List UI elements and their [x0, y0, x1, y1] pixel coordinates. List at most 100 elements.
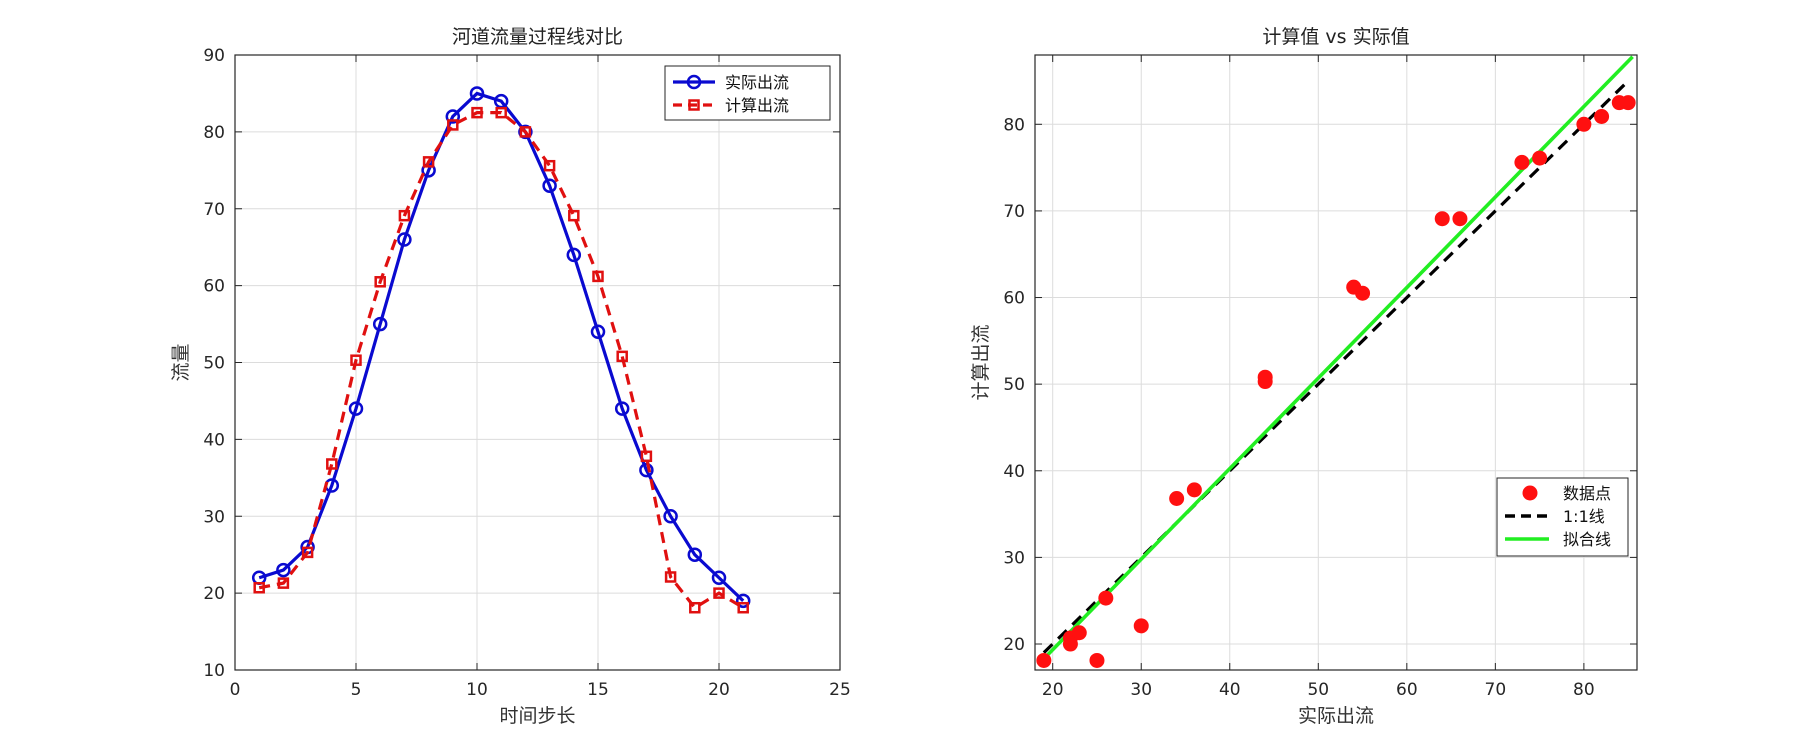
- data-point: [1576, 116, 1592, 132]
- data-point: [687, 547, 703, 562]
- data-point: [471, 106, 483, 119]
- x-tick-label: 30: [1130, 680, 1152, 700]
- series-group: [1036, 55, 1636, 668]
- y-tick-label: 60: [1003, 289, 1025, 309]
- data-point: [592, 270, 604, 283]
- data-point: [1257, 369, 1273, 385]
- data-point: [1089, 652, 1105, 668]
- chart-title: 河道流量过程线对比: [452, 26, 623, 48]
- series-2: [253, 106, 749, 614]
- data-point: [445, 109, 461, 124]
- legend-label: 数据点: [1563, 484, 1611, 503]
- data-point: [1434, 211, 1450, 227]
- data-point: [566, 247, 582, 263]
- data-point: [616, 350, 628, 363]
- legend-box: [1496, 477, 1629, 557]
- fit-line: [1042, 55, 1634, 660]
- y-tick-label: 70: [203, 200, 225, 220]
- data-point: [1532, 150, 1548, 166]
- y-tick-label: 40: [203, 430, 225, 450]
- data-point: [495, 106, 507, 119]
- data-point: [735, 593, 751, 609]
- legend-label: 1:1线: [1563, 507, 1605, 526]
- data-point: [301, 546, 314, 559]
- data-point: [1594, 109, 1610, 124]
- y-tick-label: 90: [203, 46, 225, 66]
- data-point: [568, 209, 580, 222]
- flow-hydrograph-chart: 0 5 10 15 20 25 10 20 30 40 50 60 70 80 90 河道流量过程线对比 时…: [170, 26, 851, 727]
- data-point: [663, 509, 678, 524]
- y-tick-label: 10: [203, 661, 225, 681]
- y-tick-label: 80: [203, 123, 225, 143]
- data-point: [374, 276, 386, 288]
- data-point: [1098, 590, 1114, 606]
- data-point: [1133, 618, 1149, 634]
- x-tick-label: 80: [1573, 680, 1595, 700]
- legend-marker: [686, 74, 702, 90]
- identity-line: [1042, 79, 1630, 654]
- legend-label: 拟合线: [1563, 530, 1611, 549]
- data-point: [1346, 279, 1362, 295]
- legend-label: 计算出流: [725, 96, 789, 115]
- data-point: [519, 126, 532, 138]
- data-point: [372, 316, 388, 332]
- data-point: [737, 601, 749, 614]
- y-tick-label: 20: [1003, 635, 1025, 655]
- scatter-points: [1036, 95, 1636, 668]
- x-tick-label: 70: [1485, 680, 1507, 700]
- plot-area-frame: [1034, 54, 1638, 671]
- y-tick-label: 20: [203, 584, 225, 604]
- x-tick-label: 10: [466, 680, 488, 700]
- data-point: [1514, 154, 1530, 170]
- legend-item: 拟合线: [1505, 530, 1611, 549]
- data-point: [422, 156, 435, 168]
- data-point: [447, 119, 459, 131]
- legend-marker: [1522, 485, 1538, 501]
- y-tick-label: 30: [203, 507, 225, 527]
- y-tick-label: 60: [203, 277, 225, 297]
- data-point: [640, 450, 653, 463]
- legend-item: 实际出流: [673, 73, 789, 92]
- x-axis-label: 实际出流: [1298, 705, 1374, 727]
- legend-item: 计算出流: [673, 96, 789, 115]
- y-tick-label: 70: [1003, 202, 1025, 222]
- legend-label: 实际出流: [725, 73, 789, 92]
- data-point: [397, 232, 412, 247]
- data-point: [1186, 482, 1202, 498]
- x-tick-label: 0: [230, 680, 241, 700]
- legend-item: 1:1线: [1505, 507, 1605, 526]
- x-tick-label: 20: [708, 680, 730, 700]
- x-tick-label: 25: [829, 680, 851, 700]
- data-point: [253, 581, 265, 594]
- series-line: [258, 111, 745, 610]
- data-point: [469, 86, 485, 101]
- y-axis-label: 计算出流: [970, 324, 992, 400]
- data-point: [277, 577, 290, 589]
- data-point: [689, 601, 701, 614]
- chart-title: 计算值 vs 实际值: [1262, 26, 1409, 48]
- series-1: [251, 86, 751, 609]
- y-tick-label: 80: [1003, 115, 1025, 135]
- data-point: [348, 401, 364, 416]
- data-point: [590, 324, 606, 339]
- x-tick-label: 50: [1307, 680, 1329, 700]
- x-tick-label: 20: [1042, 680, 1064, 700]
- y-tick-label: 50: [203, 354, 225, 374]
- data-point: [1452, 211, 1468, 227]
- data-point: [542, 178, 557, 193]
- data-point: [711, 570, 727, 585]
- y-tick-label: 30: [1003, 548, 1025, 568]
- data-point: [326, 458, 338, 470]
- x-tick-label: 5: [351, 680, 362, 700]
- y-tick-label: 40: [1003, 462, 1025, 482]
- grid: [1035, 55, 1637, 670]
- x-tick-label: 40: [1219, 680, 1241, 700]
- series-group: [251, 86, 751, 614]
- x-axis-label: 时间步长: [499, 705, 575, 727]
- data-point: [1036, 652, 1052, 668]
- legend-item: 数据点: [1522, 484, 1611, 503]
- y-axis-label: 流量: [170, 343, 192, 381]
